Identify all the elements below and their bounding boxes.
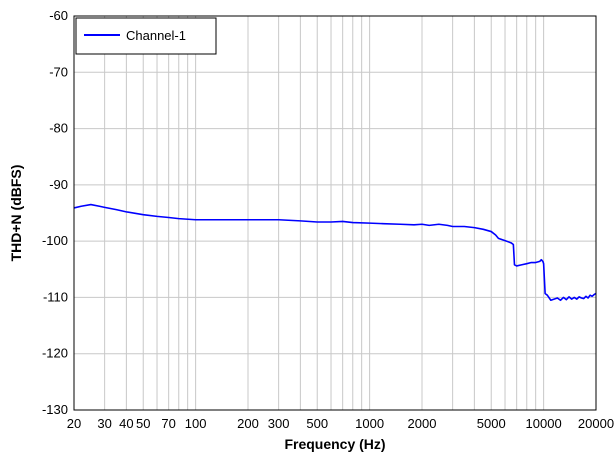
series-line-1 (73, 203, 597, 302)
x-tick-label: 50 (136, 416, 150, 431)
legend-label-channel-1: Channel-1 (126, 28, 186, 43)
x-tick-label: 70 (161, 416, 175, 431)
x-tick-label: 1000 (355, 416, 384, 431)
x-tick-label: 2000 (408, 416, 437, 431)
x-tick-label: 20 (67, 416, 81, 431)
series-layer (73, 203, 597, 302)
x-tick-label: 500 (306, 416, 328, 431)
x-tick-label: 200 (237, 416, 259, 431)
x-axis-title: Frequency (Hz) (284, 436, 385, 452)
tick-label-layer: 20 30 40 50 70 100 200 300 500 1000 2000 5000 10000 2… (42, 8, 614, 431)
y-tick-label: -80 (49, 121, 68, 136)
x-tick-label: 5000 (477, 416, 506, 431)
y-tick-label: -120 (42, 346, 68, 361)
plot-frame (73, 15, 597, 411)
y-tick-label: -110 (43, 289, 68, 304)
grid-layer (74, 16, 596, 410)
y-tick-label: -130 (42, 402, 68, 417)
x-tick-label: 40 (119, 416, 133, 431)
y-tick-label: -70 (49, 64, 68, 79)
y-tick-label: -90 (49, 177, 68, 192)
x-tick-label: 20000 (578, 416, 614, 431)
x-tick-label: 30 (97, 416, 111, 431)
legend: Channel-1 (75, 17, 217, 55)
y-tick-label: -100 (42, 233, 68, 248)
y-axis-title: THD+N (dBFS) (8, 165, 24, 262)
x-tick-label: 300 (268, 416, 290, 431)
x-tick-label: 100 (185, 416, 207, 431)
x-tick-label: 10000 (526, 416, 562, 431)
y-tick-label: -60 (49, 8, 68, 23)
